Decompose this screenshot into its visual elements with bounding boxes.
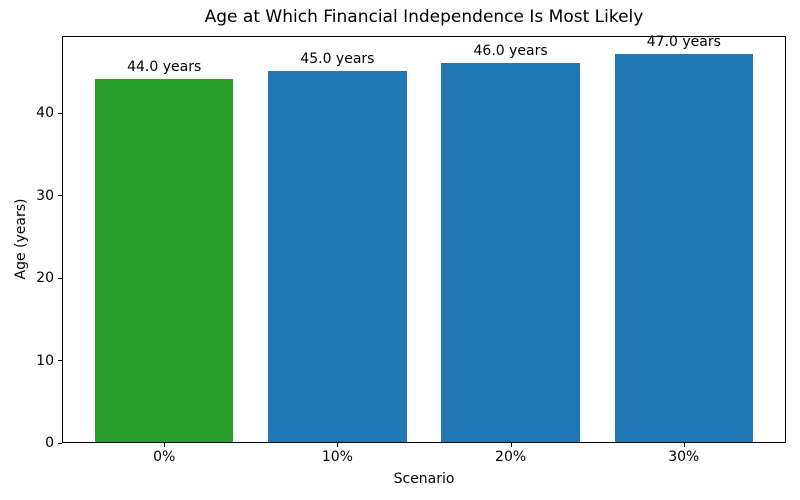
y-tick-mark [58, 442, 62, 444]
x-tick-mark [510, 443, 512, 447]
bar-30% [614, 54, 754, 442]
bar-value-label: 44.0 years [127, 59, 202, 76]
bar-20% [441, 62, 580, 442]
y-tick-mark [58, 360, 62, 362]
x-axis-label: Scenario [393, 471, 455, 487]
y-tick-label: 20 [36, 270, 54, 287]
y-axis-label: Age (years) [13, 198, 29, 280]
y-tick-label: 40 [36, 105, 54, 122]
bar-value-label: 47.0 years [646, 34, 721, 51]
y-tick-mark [58, 195, 62, 197]
bar-10% [268, 70, 407, 442]
y-tick-mark [58, 112, 62, 114]
plot-area [62, 36, 786, 443]
x-tick-label: 30% [668, 449, 700, 465]
bar-0% [94, 79, 234, 442]
y-tick-label: 30 [36, 187, 54, 204]
y-tick-label: 10 [36, 352, 54, 369]
chart-title: Age at Which Financial Independence Is M… [204, 7, 644, 27]
x-tick-mark [683, 443, 685, 447]
x-tick-label: 10% [321, 449, 353, 465]
bar-value-label: 45.0 years [300, 50, 375, 67]
x-tick-label: 20% [495, 449, 527, 465]
x-tick-label: 0% [153, 449, 176, 465]
x-tick-mark [164, 443, 166, 447]
y-tick-mark [58, 277, 62, 279]
x-tick-mark [337, 443, 339, 447]
bar-value-label: 46.0 years [473, 42, 548, 59]
y-tick-label: 0 [45, 435, 54, 451]
